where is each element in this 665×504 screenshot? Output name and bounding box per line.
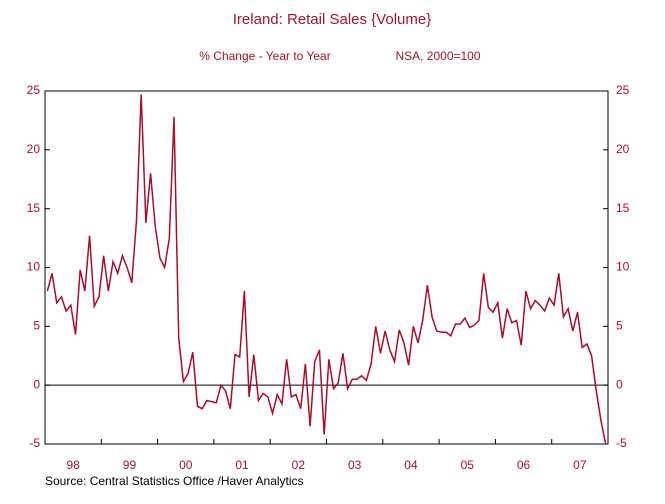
y-tick-label: -5 [616,436,627,450]
x-tick-label: 99 [123,458,137,472]
x-tick-label: 06 [517,458,531,472]
x-tick-label: 00 [179,458,193,472]
y-tick-label: 5 [33,319,40,333]
chart-subtitle: % Change - Year to Year [199,49,330,63]
y-tick-label: -5 [29,436,40,450]
x-tick-label: 05 [461,458,475,472]
x-tick-label: 02 [292,458,306,472]
y-tick-label: 15 [616,201,630,215]
chart-title: Ireland: Retail Sales {Volume} [233,11,431,28]
y-tick-label: 0 [616,377,623,391]
source-note: Source: Central Statistics Office /Haver… [45,474,304,488]
y-tick-label: 5 [616,319,623,333]
chart-subtitle: NSA, 2000=100 [395,49,480,63]
y-tick-label: 0 [33,377,40,391]
x-tick-label: 98 [66,458,80,472]
x-tick-label: 03 [348,458,362,472]
x-tick-label: 07 [573,458,587,472]
x-tick-label: 01 [235,458,249,472]
y-tick-label: 10 [27,260,41,274]
y-tick-label: 25 [27,83,41,97]
y-tick-label: 10 [616,260,630,274]
x-tick-label: 04 [404,458,418,472]
y-tick-label: 20 [616,142,630,156]
y-tick-label: 20 [27,142,41,156]
y-tick-label: 15 [27,201,41,215]
data-line [46,94,607,445]
y-tick-label: 25 [616,83,630,97]
